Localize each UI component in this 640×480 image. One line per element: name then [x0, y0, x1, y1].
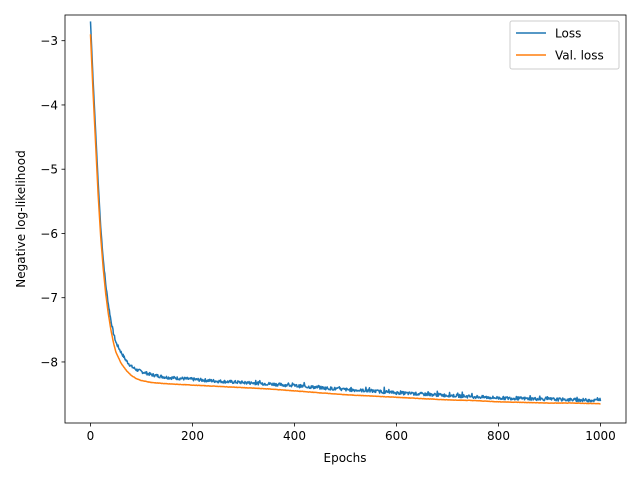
series-line-val-loss — [89, 34, 601, 405]
x-tick-label: 200 — [181, 429, 204, 443]
y-tick-label: −8 — [40, 355, 58, 369]
x-tick-label: 1000 — [585, 429, 616, 443]
x-axis-label: Epochs — [324, 451, 367, 465]
series-line-loss — [89, 21, 602, 403]
x-tick-label: 400 — [283, 429, 306, 443]
legend-label-val-loss: Val. loss — [555, 49, 604, 63]
y-tick-label: −4 — [40, 98, 58, 112]
y-axis-label: Negative log-likelihood — [14, 150, 28, 287]
series-layer — [89, 21, 602, 405]
y-tick-label: −5 — [40, 163, 58, 177]
ticks-layer: 0 200 400 600 800 1000 −3 −4 −5 −6 −7 −8 — [40, 34, 615, 443]
legend-label-loss: Loss — [555, 27, 581, 41]
x-tick-label: 0 — [87, 429, 95, 443]
x-tick-label: 800 — [487, 429, 510, 443]
x-tick-label: 600 — [385, 429, 408, 443]
plot-frame — [64, 14, 627, 424]
y-tick-label: −7 — [40, 291, 58, 305]
y-tick-label: −6 — [40, 227, 58, 241]
y-tick-label: −3 — [40, 34, 58, 48]
legend: Loss Val. loss — [509, 20, 620, 70]
